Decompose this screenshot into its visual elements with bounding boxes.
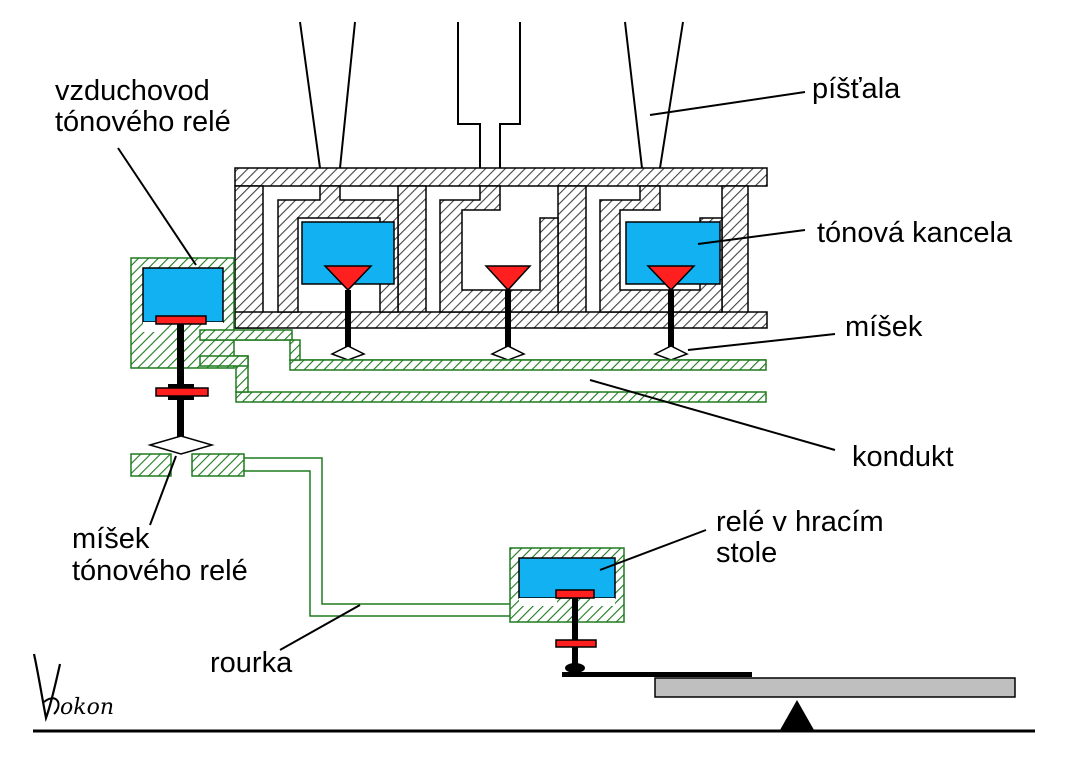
chamber-block-3 <box>599 185 723 313</box>
label-tonova-kancela: tónová kancela <box>817 217 1013 249</box>
label-rele-hraci-line1: relé v hracím <box>716 506 884 538</box>
label-rourka: rourka <box>210 647 293 679</box>
label-rele-hraci-line2: stole <box>716 537 778 569</box>
label-pistala: píšťala <box>812 73 901 105</box>
valve-1 <box>323 265 373 361</box>
key-lever <box>562 672 1016 730</box>
svg-text:okon: okon <box>60 695 114 720</box>
label-misek-rele-line1: míšek <box>72 523 150 555</box>
console-relay <box>509 547 625 673</box>
label-misek: míšek <box>845 311 923 343</box>
relay-bellows-box <box>130 453 245 477</box>
signature-logo: okon <box>32 653 114 723</box>
pipes <box>299 21 684 169</box>
leader-lines <box>117 91 836 651</box>
valve-3 <box>646 265 696 361</box>
wind-chest <box>234 167 768 329</box>
relay-valve <box>147 315 215 455</box>
label-vzduchovod-line1: vzduchovod <box>55 75 210 107</box>
label-vzduchovod-line2: tónového relé <box>55 106 231 138</box>
label-kondukt: kondukt <box>852 441 954 473</box>
chamber-block-1 <box>277 185 399 313</box>
tube <box>244 457 512 617</box>
chamber-block-2 <box>439 185 559 313</box>
label-misek-rele-line2: tónového relé <box>72 555 248 587</box>
pallet-valves <box>323 265 696 361</box>
valve-2 <box>484 265 532 361</box>
